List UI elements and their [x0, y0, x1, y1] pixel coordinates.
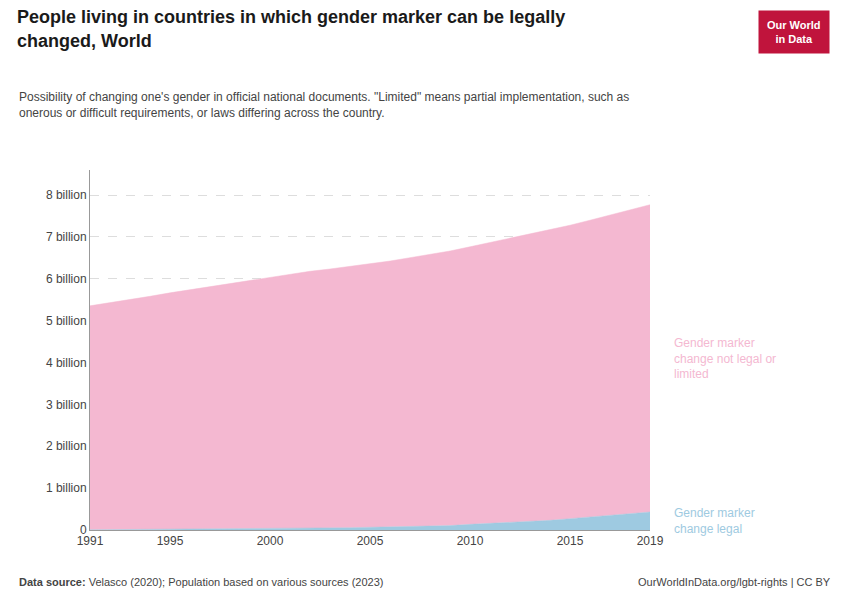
svg-text:Our Worldin Data: Our Worldin Data — [767, 19, 821, 45]
svg-text:OurWorldInData.org/lgbt-rights: OurWorldInData.org/lgbt-rights | CC BY — [638, 576, 831, 588]
svg-text:Gender markerchange legal: Gender markerchange legal — [674, 506, 755, 536]
svg-text:Possibility of changing one's: Possibility of changing one's gender in … — [19, 90, 629, 120]
svg-text:3 billion: 3 billion — [46, 398, 87, 412]
svg-text:2010: 2010 — [457, 534, 484, 548]
svg-text:5 billion: 5 billion — [46, 314, 87, 328]
svg-text:2005: 2005 — [357, 534, 384, 548]
svg-text:People living in countries in: People living in countries in which gend… — [17, 7, 565, 50]
svg-text:1991: 1991 — [77, 534, 104, 548]
svg-text:Data source: Velasco (2020); P: Data source: Velasco (2020); Population … — [19, 576, 383, 588]
svg-text:2015: 2015 — [557, 534, 584, 548]
svg-text:4 billion: 4 billion — [46, 356, 87, 370]
svg-text:1995: 1995 — [157, 534, 184, 548]
svg-text:1 billion: 1 billion — [46, 481, 87, 495]
svg-text:8 billion: 8 billion — [46, 188, 87, 202]
svg-text:2 billion: 2 billion — [46, 439, 87, 453]
svg-text:0: 0 — [80, 523, 87, 537]
svg-text:2000: 2000 — [257, 534, 284, 548]
svg-text:7 billion: 7 billion — [46, 230, 87, 244]
svg-text:6 billion: 6 billion — [46, 272, 87, 286]
svg-text:Gender markerchange not legal: Gender markerchange not legal orlimited — [674, 336, 776, 381]
svg-text:2019: 2019 — [637, 534, 664, 548]
